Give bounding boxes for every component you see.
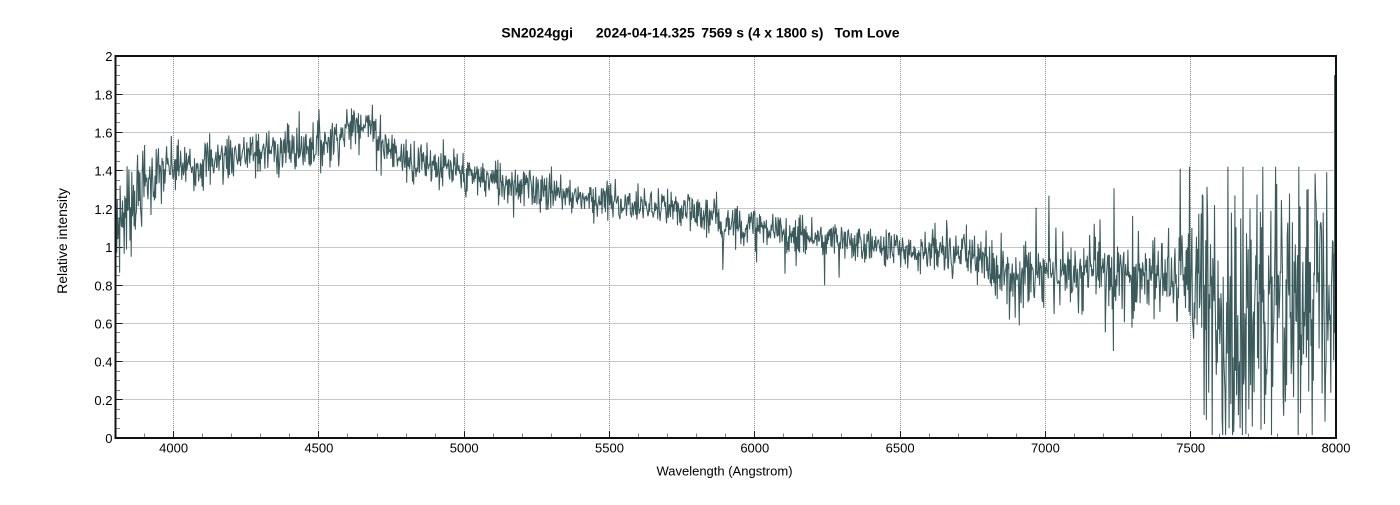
- svg-text:1.4: 1.4: [94, 164, 112, 179]
- svg-text:4500: 4500: [304, 441, 333, 456]
- svg-text:7000: 7000: [1031, 441, 1060, 456]
- svg-text:2: 2: [105, 49, 112, 64]
- svg-text:4000: 4000: [159, 441, 188, 456]
- svg-text:5500: 5500: [595, 441, 624, 456]
- svg-text:0.6: 0.6: [94, 317, 112, 332]
- svg-text:0.2: 0.2: [94, 393, 112, 408]
- svg-text:Tom Love: Tom Love: [835, 24, 900, 40]
- svg-text:7500: 7500: [1176, 441, 1205, 456]
- svg-text:8000: 8000: [1322, 441, 1351, 456]
- svg-text:0.4: 0.4: [94, 355, 112, 370]
- svg-text:7569 s (4 x 1800 s): 7569 s (4 x 1800 s): [701, 24, 823, 40]
- svg-text:1.8: 1.8: [94, 87, 112, 102]
- svg-text:2024-04-14.325: 2024-04-14.325: [596, 24, 695, 40]
- svg-text:Wavelength (Angstrom): Wavelength (Angstrom): [656, 463, 792, 478]
- svg-text:1: 1: [105, 240, 112, 255]
- svg-text:1.2: 1.2: [94, 202, 112, 217]
- svg-text:1.6: 1.6: [94, 126, 112, 141]
- svg-text:Relative intensity: Relative intensity: [54, 188, 70, 294]
- svg-text:SN2024ggi: SN2024ggi: [501, 24, 573, 40]
- svg-text:5000: 5000: [450, 441, 479, 456]
- svg-text:6500: 6500: [886, 441, 915, 456]
- svg-text:6000: 6000: [740, 441, 769, 456]
- svg-text:0.8: 0.8: [94, 278, 112, 293]
- svg-text:0: 0: [105, 431, 112, 446]
